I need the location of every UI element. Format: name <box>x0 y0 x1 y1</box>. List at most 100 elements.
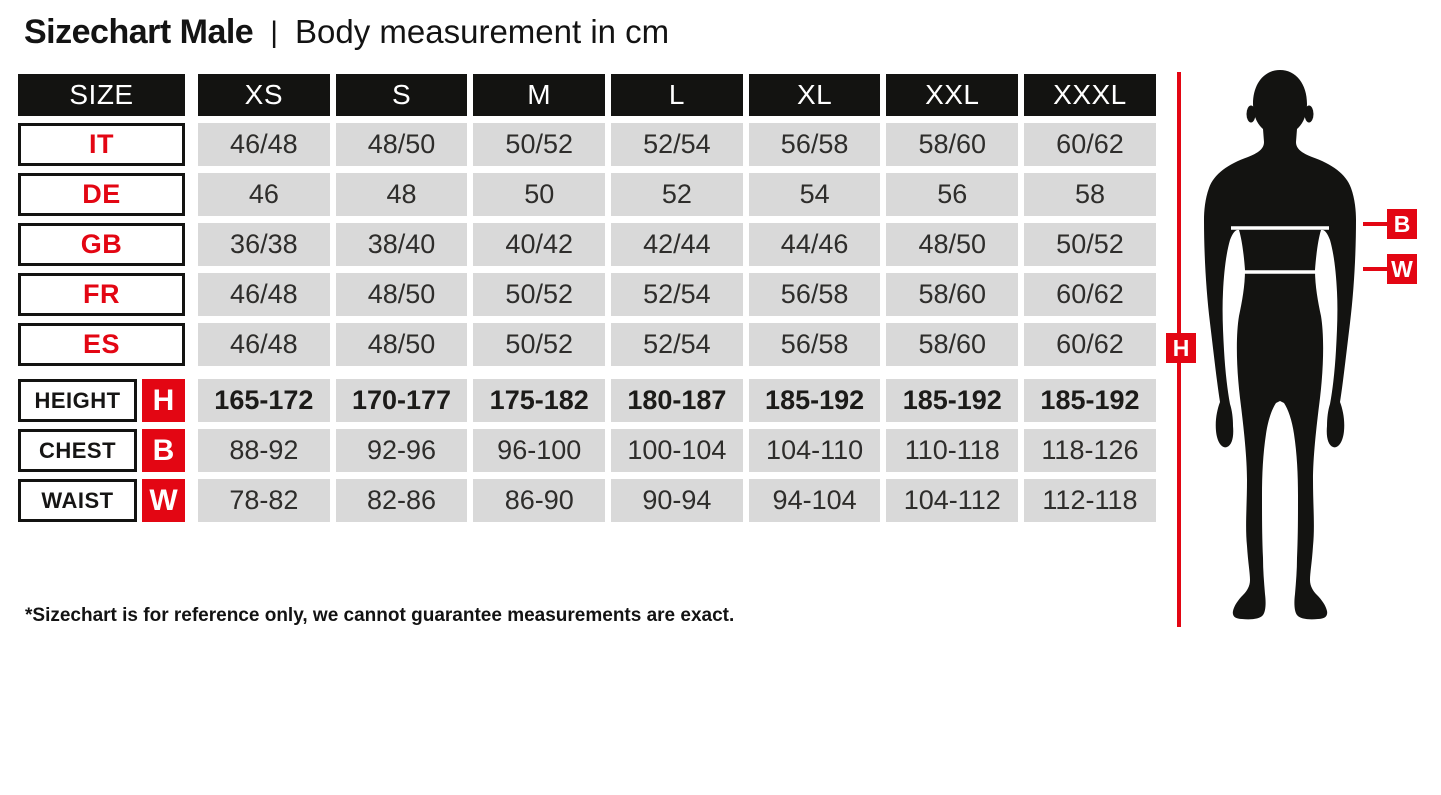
size-value-cell: 48/50 <box>335 323 468 366</box>
size-value-cell: 40/42 <box>473 223 606 266</box>
table-row-height: HEIGHT H 165-172 170-177 175-182 180-187 185-1… <box>18 379 1156 422</box>
waist-marker-badge: W <box>1387 254 1417 284</box>
table-row-es: ES 46/48 48/50 50/52 52/54 56/58 58/60 60/62 <box>18 323 1156 366</box>
size-value-cell: 185-192 <box>748 379 881 422</box>
size-value-cell: 94-104 <box>748 479 881 522</box>
row-label-area: ES <box>18 323 185 366</box>
size-value-cell: 88-92 <box>198 429 330 472</box>
size-value-cell: 52 <box>611 173 743 216</box>
row-cells-height: 165-172 170-177 175-182 180-187 185-192 185-1… <box>198 379 1156 422</box>
size-value-cell: 185-192 <box>1024 379 1156 422</box>
size-header-cell-l: L <box>611 74 743 116</box>
size-table: SIZE XS S M L XL XXL XXXL IT 46/48 48/50 50/52 52/… <box>18 74 1156 529</box>
size-header-cell-xxl: XXL <box>886 74 1019 116</box>
size-value-cell: 48/50 <box>335 123 468 166</box>
size-header-cell-s: S <box>335 74 468 116</box>
country-rows: IT 46/48 48/50 50/52 52/54 56/58 58/60 60/62 DE 4… <box>18 123 1156 366</box>
size-header-cell-m: M <box>473 74 606 116</box>
size-value-cell: 46/48 <box>198 123 330 166</box>
table-row-chest: CHEST B 88-92 92-96 96-100 100-104 104-110 110-… <box>18 429 1156 472</box>
title-separator: | <box>270 16 279 49</box>
size-value-cell: 50/52 <box>1024 223 1156 266</box>
size-header-cell-xxxl: XXXL <box>1024 74 1156 116</box>
size-value-cell: 110-118 <box>886 429 1019 472</box>
size-value-cell: 170-177 <box>335 379 468 422</box>
row-cells-waist: 78-82 82-86 86-90 90-94 94-104 104-112 112-118 <box>198 479 1156 522</box>
size-value-cell: 180-187 <box>611 379 743 422</box>
row-label-area: DE <box>18 173 185 216</box>
measurement-letter-badge-b: B <box>142 429 185 472</box>
size-value-cell: 96-100 <box>473 429 606 472</box>
size-value-cell: 118-126 <box>1024 429 1156 472</box>
size-value-cell: 104-112 <box>886 479 1019 522</box>
size-value-cell: 50/52 <box>473 123 606 166</box>
size-value-cell: 36/38 <box>198 223 330 266</box>
size-value-cell: 56/58 <box>748 273 881 316</box>
country-row-label-it: IT <box>18 123 185 166</box>
size-value-cell: 92-96 <box>335 429 468 472</box>
size-value-cell: 104-110 <box>748 429 881 472</box>
country-row-label-es: ES <box>18 323 185 366</box>
size-value-cell: 58 <box>1024 173 1156 216</box>
size-value-cell: 58/60 <box>886 273 1019 316</box>
size-value-cell: 42/44 <box>611 223 743 266</box>
size-value-cell: 86-90 <box>473 479 606 522</box>
size-value-cell: 44/46 <box>748 223 881 266</box>
table-row-de: DE 46 48 50 52 54 56 58 <box>18 173 1156 216</box>
measurement-row-label-waist: WAIST <box>18 479 137 522</box>
measurement-letter-badge-h: H <box>142 379 185 422</box>
measurement-row-label-height: HEIGHT <box>18 379 137 422</box>
row-label-area: HEIGHT H <box>18 379 185 422</box>
title-main: Sizechart Male <box>24 13 254 51</box>
size-value-cell: 56/58 <box>748 123 881 166</box>
row-label-area: GB <box>18 223 185 266</box>
country-row-label-fr: FR <box>18 273 185 316</box>
size-value-cell: 54 <box>748 173 881 216</box>
body-outline <box>1204 70 1356 620</box>
table-row-it: IT 46/48 48/50 50/52 52/54 56/58 58/60 60/62 <box>18 123 1156 166</box>
row-cells-fr: 46/48 48/50 50/52 52/54 56/58 58/60 60/62 <box>198 273 1156 316</box>
measurement-rows: HEIGHT H 165-172 170-177 175-182 180-187 185-1… <box>18 379 1156 522</box>
size-value-cell: 48/50 <box>886 223 1019 266</box>
size-value-cell: 52/54 <box>611 323 743 366</box>
size-value-cell: 56/58 <box>748 323 881 366</box>
size-value-cell: 52/54 <box>611 273 743 316</box>
size-value-cell: 185-192 <box>886 379 1019 422</box>
row-label-area: WAIST W <box>18 479 185 522</box>
table-row-waist: WAIST W 78-82 82-86 86-90 90-94 94-104 104-112 1… <box>18 479 1156 522</box>
size-value-cell: 48 <box>335 173 468 216</box>
row-cells-es: 46/48 48/50 50/52 52/54 56/58 58/60 60/62 <box>198 323 1156 366</box>
size-value-cell: 56 <box>886 173 1019 216</box>
size-value-cell: 60/62 <box>1024 123 1156 166</box>
row-cells-chest: 88-92 92-96 96-100 100-104 104-110 110-118 118… <box>198 429 1156 472</box>
waist-connector-line <box>1363 267 1388 271</box>
row-label-area: IT <box>18 123 185 166</box>
male-body-silhouette-figure <box>1204 70 1356 620</box>
size-value-cell: 50 <box>473 173 606 216</box>
chest-marker-badge: B <box>1387 209 1417 239</box>
page-title: Sizechart Male | Body measurement in cm <box>24 13 669 52</box>
measurement-letter-badge-w: W <box>142 479 185 522</box>
size-value-cell: 165-172 <box>198 379 330 422</box>
country-row-label-gb: GB <box>18 223 185 266</box>
size-value-cell: 52/54 <box>611 123 743 166</box>
size-value-cell: 50/52 <box>473 273 606 316</box>
size-value-cell: 48/50 <box>335 273 468 316</box>
size-value-cell: 90-94 <box>611 479 743 522</box>
size-value-cell: 78-82 <box>198 479 330 522</box>
size-value-cell: 58/60 <box>886 123 1019 166</box>
row-cells-de: 46 48 50 52 54 56 58 <box>198 173 1156 216</box>
ear-right <box>1304 105 1314 123</box>
size-corner-header: SIZE <box>18 74 185 116</box>
size-header-cell-xs: XS <box>198 74 330 116</box>
row-label-area: CHEST B <box>18 429 185 472</box>
size-value-cell: 82-86 <box>335 479 468 522</box>
ear-left <box>1246 105 1256 123</box>
size-value-cell: 60/62 <box>1024 323 1156 366</box>
measurement-row-label-chest: CHEST <box>18 429 137 472</box>
size-header-row: SIZE XS S M L XL XXL XXXL <box>18 74 1156 116</box>
size-value-cell: 50/52 <box>473 323 606 366</box>
size-value-cell: 60/62 <box>1024 273 1156 316</box>
table-row-gb: GB 36/38 38/40 40/42 42/44 44/46 48/50 50/52 <box>18 223 1156 266</box>
